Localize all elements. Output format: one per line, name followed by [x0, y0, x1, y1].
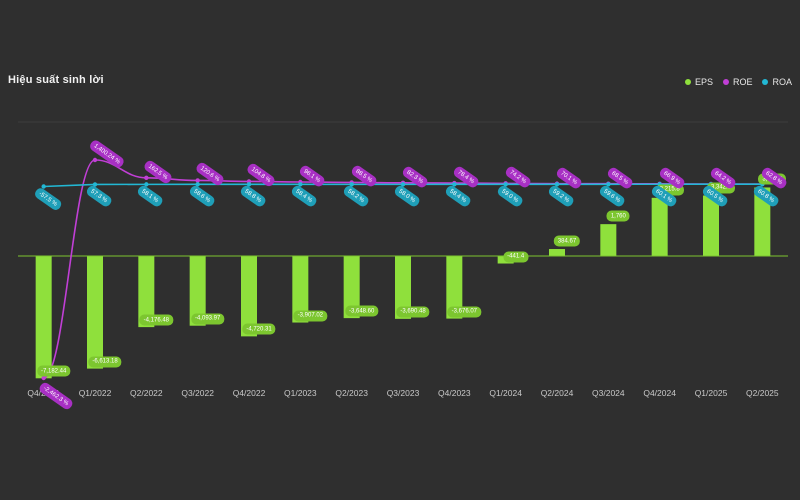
point-roe-Q3-2022 — [195, 178, 200, 183]
legend-dot-roe — [722, 79, 729, 85]
x-tick-Q3-2023: Q3/2023 — [386, 388, 420, 398]
bar-eps-Q4-2021 — [35, 256, 52, 379]
label-eps-Q4-2021: -7,182.44 — [36, 365, 71, 377]
label-eps-Q1-2025: 3,342.6 — [706, 182, 736, 193]
plot-area — [0, 100, 800, 400]
label-eps-Q2-2022: -4,176.48 — [139, 314, 174, 326]
legend-dot-eps — [684, 79, 691, 85]
bar-eps-Q4-2024 — [651, 197, 668, 256]
bar-eps-Q1-2025 — [703, 195, 719, 256]
label-eps-Q1-2023: -3,907.02 — [293, 310, 328, 322]
label-eps-Q3-2024: 1,760 — [606, 210, 630, 222]
x-tick-Q1-2023: Q1/2023 — [284, 388, 317, 398]
legend-label-roe: ROE — [732, 77, 753, 87]
x-tick-Q4-2024: Q4/2024 — [643, 388, 676, 398]
bar-eps-Q3-2023 — [395, 256, 411, 319]
legend-item-roe[interactable]: ROE — [722, 77, 753, 87]
x-tick-Q2-2024: Q2/2024 — [540, 388, 574, 398]
bar-eps-Q3-2024 — [600, 224, 617, 256]
x-tick-Q1-2022: Q1/2022 — [78, 388, 112, 398]
bar-eps-Q2-2025 — [754, 187, 771, 256]
bar-eps-Q2-2022 — [138, 256, 155, 328]
chart-legend: EPS ROE ROA — [684, 77, 792, 87]
bar-eps-Q1-2022 — [87, 256, 103, 369]
x-tick-Q2-2023: Q2/2023 — [335, 388, 368, 398]
legend-item-roa[interactable]: ROA — [762, 77, 792, 87]
x-tick-Q1-2025: Q1/2025 — [694, 388, 728, 398]
label-eps-Q4-2022: -4,720.31 — [242, 323, 276, 335]
plot-svg — [18, 121, 788, 381]
bar-eps-Q4-2023 — [446, 256, 463, 319]
bar-eps-Q1-2023 — [292, 256, 309, 323]
label-eps-Q1-2022: -6,613.18 — [88, 356, 122, 368]
x-tick-Q2-2025: Q2/2025 — [746, 388, 779, 398]
label-eps-Q4-2023: -3,676.07 — [447, 306, 482, 318]
x-tick-Q4-2022: Q4/2022 — [232, 388, 266, 398]
x-tick-Q4-2023: Q4/2023 — [438, 388, 471, 398]
legend-dot-roa — [762, 79, 769, 85]
label-eps-Q1-2024: -441.4 — [503, 251, 529, 263]
x-tick-Q2-2022: Q2/2022 — [130, 388, 163, 398]
point-roe-Q1-2022 — [92, 157, 98, 163]
bar-eps-Q4-2022 — [241, 256, 257, 337]
label-eps-Q4-2024: 3,215.8 — [655, 184, 684, 196]
legend-item-eps[interactable]: EPS — [684, 77, 713, 87]
bar-eps-Q2-2024 — [549, 249, 565, 256]
label-eps-Q2-2023: -3,648.60 — [344, 305, 379, 317]
label-eps-Q3-2022: -4,093.97 — [190, 313, 225, 325]
point-roe-Q4-2021 — [41, 375, 46, 381]
point-roe-Q2-2022 — [144, 175, 149, 181]
x-tick-Q3-2022: Q3/2022 — [181, 388, 214, 398]
legend-label-roa: ROA — [772, 77, 792, 87]
chart-title: Hiệu suất sinh lời — [8, 74, 104, 86]
bar-eps-Q3-2022 — [189, 256, 206, 326]
bar-eps-Q2-2023 — [343, 256, 360, 319]
label-eps-Q2-2024: 384.67 — [553, 235, 581, 247]
legend-label-eps: EPS — [694, 77, 713, 87]
x-axis: Q4/2021Q1/2022Q2/2022Q3/2022Q4/2022Q1/20… — [0, 388, 800, 408]
label-eps-Q3-2023: -3,690.48 — [396, 306, 430, 318]
x-tick-Q1-2024: Q1/2024 — [489, 388, 522, 398]
x-tick-Q3-2024: Q3/2024 — [592, 388, 625, 398]
